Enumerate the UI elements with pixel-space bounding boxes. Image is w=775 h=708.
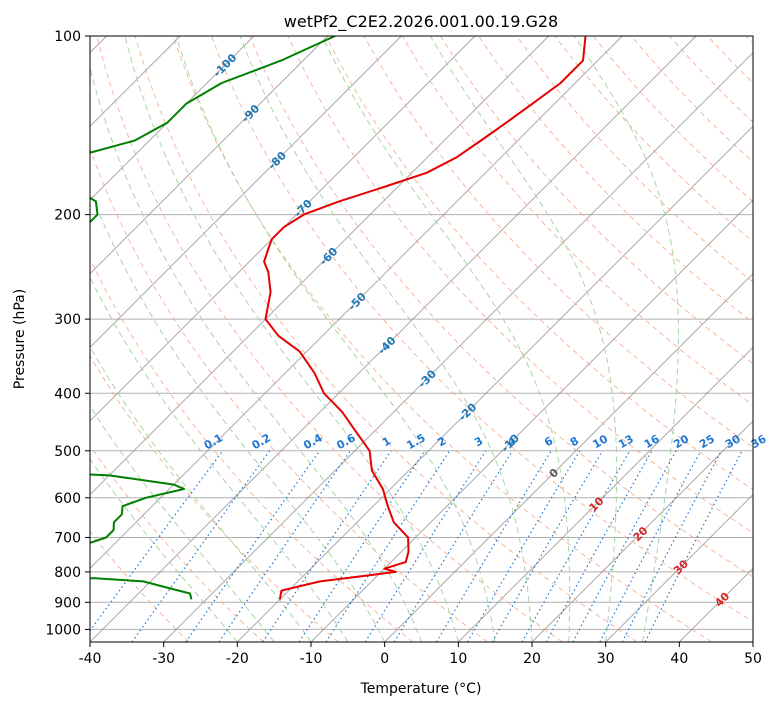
dry-adiabat-line	[516, 36, 753, 283]
x-tick-label: -30	[152, 651, 175, 667]
isotherm-line	[90, 36, 623, 569]
isotherm-line	[384, 273, 753, 642]
isotherm-line	[752, 641, 753, 642]
isotherm-line	[90, 36, 549, 496]
isotherm-line	[90, 36, 402, 348]
isotherm-line	[163, 52, 753, 642]
moist-adiabat-line	[90, 405, 275, 642]
dry-adiabat-line	[249, 36, 753, 578]
mixing-ratio-line	[185, 450, 321, 642]
dry-adiabat-line	[439, 36, 753, 365]
mixing-ratio-line	[298, 450, 426, 642]
x-tick-label: -10	[300, 651, 323, 667]
dry-adiabat-line	[211, 36, 753, 623]
mixing-ratio-line	[218, 450, 351, 642]
temperature-line	[263, 36, 587, 600]
mixing-ratio-line	[572, 450, 677, 642]
moist-adiabat-line	[239, 36, 533, 642]
x-tick-label: -20	[226, 651, 249, 667]
moist-adiabat-line	[321, 36, 571, 642]
moist-adiabat-line	[90, 276, 349, 642]
dry-adiabat-line	[96, 36, 563, 642]
dry-adiabat-line	[287, 36, 753, 534]
y-tick-label: 1000	[45, 622, 81, 638]
x-tick-label: 50	[744, 651, 762, 667]
dry-adiabat-line	[90, 257, 414, 642]
isotherm-line	[531, 420, 753, 642]
plot-frame	[89, 35, 754, 643]
moist-adiabat-line	[573, 36, 679, 642]
moist-adiabat-line	[90, 345, 312, 642]
y-tick-label: 800	[54, 565, 81, 581]
moist-adiabat-line	[90, 458, 238, 642]
x-tick-label: 20	[523, 651, 541, 667]
moist-adiabat-line	[175, 36, 496, 642]
chart-title: wetPf2_C2E2.2026.001.00.19.G28	[284, 12, 558, 32]
moist-adiabat-line	[429, 36, 618, 642]
dry-adiabat-line	[90, 530, 190, 642]
dry-adiabat-line	[134, 36, 638, 642]
mixing-ratio-line	[393, 450, 513, 642]
mixing-ratio-line	[364, 450, 487, 642]
y-tick-label: 300	[54, 312, 81, 328]
dry-adiabat-line	[172, 36, 712, 642]
isotherm-line	[90, 36, 255, 201]
x-tick-label: 40	[670, 651, 688, 667]
isotherm-line	[90, 36, 476, 422]
mixing-ratio-line	[466, 450, 581, 642]
isotherm-line	[90, 36, 697, 642]
x-tick-label: 0	[380, 651, 389, 667]
plot-background	[90, 36, 753, 642]
dry-adiabat-line	[90, 444, 264, 642]
isotherm-line	[605, 494, 753, 642]
moist-adiabat-line	[90, 65, 422, 642]
y-axis-title: Pressure (hPa)	[12, 289, 28, 389]
y-tick-label: 900	[54, 595, 81, 611]
x-tick-label: -40	[79, 651, 102, 667]
isotherm-line	[458, 346, 753, 642]
y-tick-label: 700	[54, 531, 81, 547]
series-layer	[90, 36, 587, 600]
axis-layer: -40 -30 -20 -10 0 10 20 30 40 50 100 200 300 400 500 60…	[45, 29, 762, 667]
mixing-ratio-line	[262, 450, 392, 642]
y-tick-label: 600	[54, 491, 81, 507]
mixing-ratio-line	[325, 450, 451, 642]
y-tick-label: 200	[54, 208, 81, 224]
dry-adiabat-line	[90, 147, 488, 642]
dry-adiabat-line	[401, 36, 753, 406]
mixing-ratio-line	[435, 450, 552, 642]
moist-adiabat-line	[90, 189, 386, 642]
isotherm-line	[90, 36, 328, 275]
y-tick-label: 100	[54, 29, 81, 45]
x-axis-title: Temperature (°C)	[360, 681, 482, 697]
moist-adiabat-line	[124, 36, 459, 642]
mixing-ratio-line	[599, 450, 702, 642]
x-tick-label: 30	[597, 651, 615, 667]
y-tick-label: 400	[54, 386, 81, 402]
y-tick-label: 500	[54, 444, 81, 460]
isotherm-line	[237, 125, 753, 642]
x-tick-label: 10	[449, 651, 467, 667]
grid-layer	[90, 36, 753, 642]
